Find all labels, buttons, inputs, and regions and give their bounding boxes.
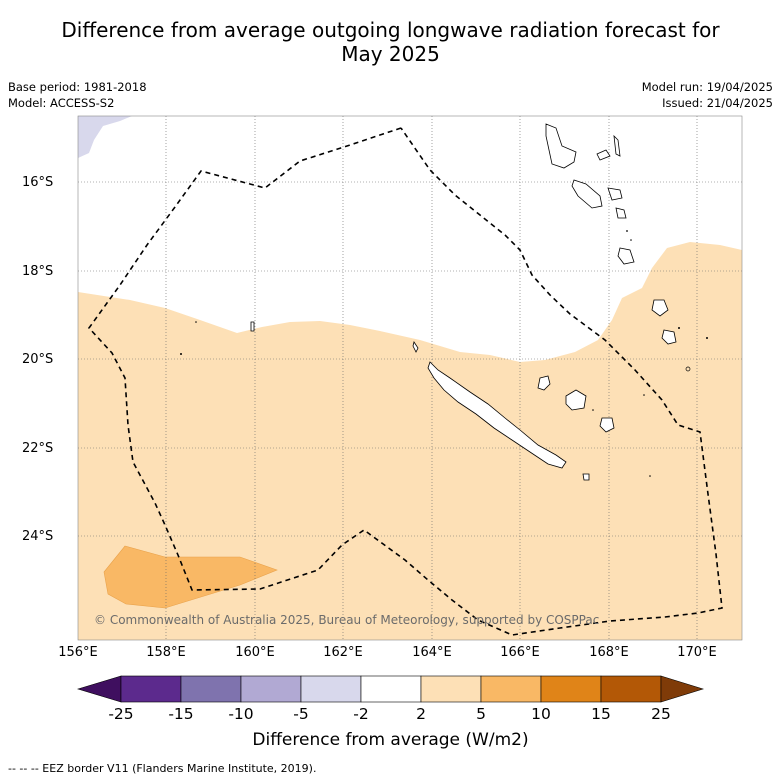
colorbar-tick-4: -5: [293, 705, 309, 723]
lon-label-156e: 156°E: [58, 645, 98, 660]
belep-islands-coast: [412, 341, 419, 353]
loyalty-ouvea-coast: [537, 375, 551, 391]
islet-3: [626, 230, 628, 232]
lat-label-18s: 18°S: [22, 264, 54, 279]
colorbar-bin-9: [600, 675, 662, 703]
malakula-coast: [571, 179, 603, 209]
new-caledonia-coast: [427, 361, 567, 469]
colorbar-min-extend: [76, 675, 122, 703]
colorbar-tick-8: 10: [531, 705, 551, 723]
loyalty-lifou-coast: [565, 389, 587, 411]
model-run: Model run: 19/04/2025: [641, 80, 773, 94]
erromango-coast: [615, 207, 627, 219]
colorbar-bin-3: [240, 675, 302, 703]
chesterfield-coast: [250, 321, 255, 332]
lon-label-170e: 170°E: [677, 645, 717, 660]
islet-6: [706, 337, 708, 339]
colorbar-tick-10: 25: [651, 705, 671, 723]
islet-1: [180, 353, 182, 355]
colorbar-tick-9: 15: [591, 705, 611, 723]
coastlines: [250, 123, 677, 481]
lat-label-20s: 20°S: [22, 352, 54, 367]
base-period: Base period: 1981-2018: [8, 80, 147, 94]
gridlines: [78, 116, 742, 640]
map-frame: [77, 115, 743, 641]
colorbar-label: Difference from average (W/m2): [252, 730, 529, 750]
efate-coast: [607, 187, 623, 201]
lat-label-24s: 24°S: [22, 529, 54, 544]
pentecost-coast: [613, 134, 621, 157]
lon-label-166e: 166°E: [500, 645, 540, 660]
small-islets: [180, 230, 708, 477]
eez-legend-footnote: -- -- -- EEZ border V11 (Flanders Marine…: [8, 762, 317, 775]
islet-5: [678, 327, 680, 329]
islet-7: [685, 366, 691, 372]
meta-left: Base period: 1981-2018 Model: ACCESS-S2: [8, 79, 147, 111]
copyright-notice: © Commonwealth of Australia 2025, Bureau…: [94, 613, 600, 627]
colorbar-bin-8: [540, 675, 602, 703]
anomaly-region-lavender: [78, 116, 132, 158]
islet-4: [630, 239, 632, 241]
lon-label-164e: 164°E: [412, 645, 452, 660]
issued-date: Issued: 21/04/2025: [662, 96, 773, 110]
colorbar-tick-2: -15: [168, 705, 194, 723]
hunter-matthew-coast: [651, 299, 669, 317]
anomaly-region-orange: [103, 545, 278, 609]
eez-border: [87, 127, 723, 636]
colorbar-tick-1: -25: [108, 705, 134, 723]
colorbar-max-extend: [660, 675, 705, 703]
colorbar: [76, 675, 705, 703]
lon-label-160e: 160°E: [235, 645, 275, 660]
colorbar-tick-6: 2: [416, 705, 426, 723]
colorbar-tick-7: 5: [476, 705, 486, 723]
meta-right: Model run: 19/04/2025 Issued: 21/04/2025: [642, 79, 773, 111]
colorbar-bin-7: [480, 675, 542, 703]
colorbar-bin-5: [360, 675, 422, 703]
title-line-1: Difference from average outgoing longwav…: [61, 18, 720, 42]
colorbar-bin-4: [300, 675, 362, 703]
islet-2: [195, 321, 197, 323]
walpole-coast: [661, 329, 677, 345]
colorbar-bin-6: [420, 675, 482, 703]
isle-of-pines-coast: [582, 473, 590, 481]
tanna-coast: [617, 247, 635, 265]
espiritu-santo-coast: [545, 123, 577, 169]
lat-label-16s: 16°S: [22, 175, 54, 190]
model-name: Model: ACCESS-S2: [8, 96, 115, 110]
colorbar-bin-1: [120, 675, 182, 703]
lat-label-22s: 22°S: [22, 441, 54, 456]
colorbar-tick-3: -10: [228, 705, 254, 723]
lon-label-158e: 158°E: [146, 645, 186, 660]
islet-10: [643, 394, 645, 396]
colorbar-tick-5: -2: [353, 705, 369, 723]
ambae-coast: [596, 149, 611, 161]
lon-label-168e: 168°E: [589, 645, 629, 660]
title-line-2: May 2025: [341, 42, 440, 66]
islet-9: [592, 409, 594, 411]
loyalty-mare-coast: [599, 417, 615, 433]
islet-8: [649, 475, 651, 477]
colorbar-bin-2: [180, 675, 242, 703]
lon-label-162e: 162°E: [323, 645, 363, 660]
chart-title: Difference from average outgoing longwav…: [0, 18, 781, 66]
anomaly-region-light-orange: [78, 242, 742, 640]
